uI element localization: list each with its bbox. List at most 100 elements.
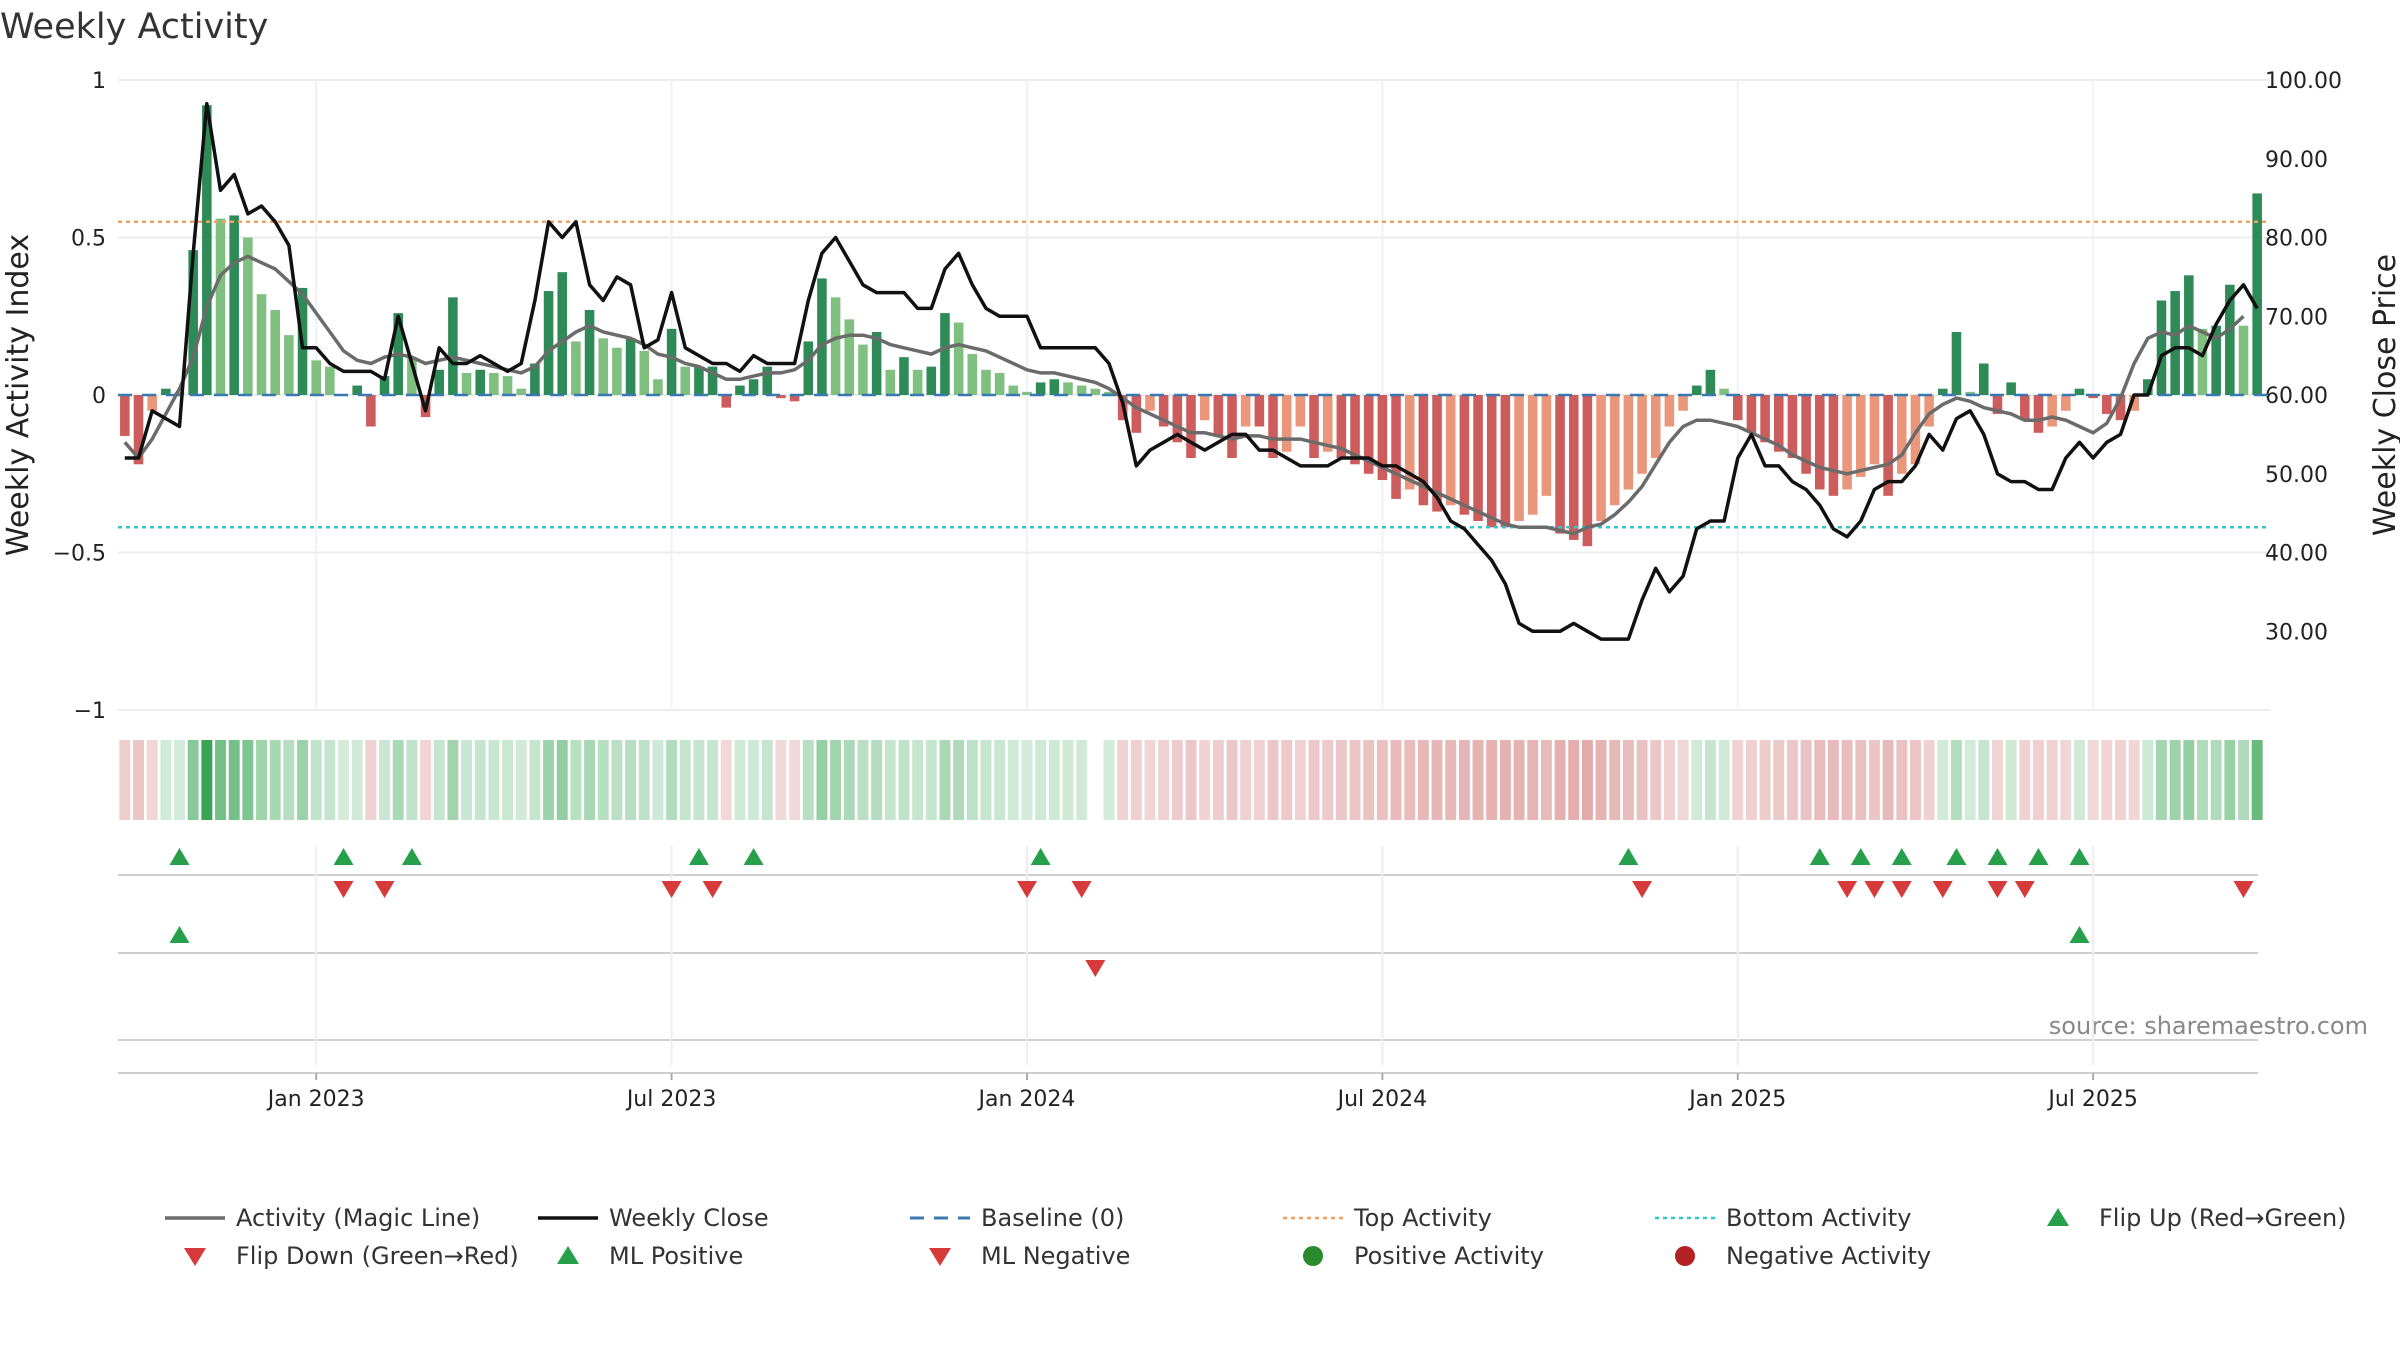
heat-cell: [1376, 740, 1388, 820]
heat-cell: [2128, 740, 2140, 820]
heat-cell: [2224, 740, 2236, 820]
flip-down-marker: [1987, 881, 2008, 898]
heat-cell: [1923, 740, 1935, 820]
flip-up-marker: [1030, 848, 1051, 865]
flip-up-marker: [743, 848, 764, 865]
heat-cell: [297, 740, 308, 820]
activity-bar: [1309, 395, 1319, 458]
heat-cell: [953, 740, 965, 820]
activity-bar: [1609, 395, 1620, 506]
activity-bar: [953, 322, 964, 395]
activity-bar: [2047, 395, 2057, 427]
signal-panels: [118, 846, 2258, 1074]
activity-bar: [1979, 363, 1989, 395]
activity-bar: [612, 347, 622, 395]
flip-up-marker: [1987, 848, 2008, 865]
activity-bar: [858, 344, 868, 395]
legend-swatch: [1303, 1246, 1323, 1266]
heat-cell: [1499, 740, 1511, 820]
heat-cell: [1267, 740, 1279, 820]
activity-bar: [721, 395, 732, 408]
activity-bar: [639, 350, 650, 395]
activity-bar: [2088, 395, 2098, 399]
activity-bar: [2006, 382, 2016, 395]
activity-bar: [776, 395, 786, 399]
ml-positive-marker: [2069, 926, 2090, 943]
activity-bar: [475, 369, 486, 395]
activity-bar: [243, 237, 253, 395]
activity-bar: [2211, 325, 2221, 395]
heat-cell: [1827, 740, 1839, 820]
heat-cell: [1868, 740, 1880, 820]
activity-bar: [1842, 395, 1852, 490]
heat-cell: [1950, 740, 1962, 820]
heat-cell: [1103, 740, 1115, 820]
activity-bar: [1623, 395, 1634, 490]
x-tick-label: Jul 2025: [2046, 1087, 2138, 1112]
flip-down-marker: [1071, 881, 1092, 898]
heat-cell: [1144, 740, 1156, 820]
ml-negative-marker: [1085, 960, 1106, 977]
activity-bar: [871, 332, 882, 395]
heat-cell: [1212, 740, 1224, 820]
heat-cell: [734, 740, 746, 820]
heat-cell: [1048, 740, 1060, 820]
heat-cell: [625, 740, 637, 820]
heat-cell: [2019, 740, 2031, 820]
heat-cell: [1076, 740, 1088, 820]
heat-cell: [1896, 740, 1908, 820]
heat-cell: [1513, 740, 1525, 820]
x-tick-label: Jan 2024: [977, 1087, 1076, 1112]
activity-bar: [530, 363, 540, 395]
heat-cell: [1417, 740, 1429, 820]
flip-down-marker: [1016, 881, 1037, 898]
activity-bar: [1063, 382, 1073, 395]
heat-cell: [843, 740, 855, 820]
heat-cell: [2032, 740, 2044, 820]
heat-cell: [1404, 740, 1416, 820]
heat-cell: [748, 740, 760, 820]
x-tick-label: Jan 2023: [266, 1087, 365, 1112]
legend-label: ML Positive: [609, 1242, 743, 1270]
activity-bar: [1145, 395, 1155, 411]
activity-bar: [625, 338, 636, 395]
activity-bar: [1937, 388, 1948, 395]
legend-swatch: [2047, 1208, 2069, 1226]
chart-title: Weekly Activity: [0, 7, 268, 47]
heat-cell: [1363, 740, 1375, 820]
legend-label: Positive Activity: [1354, 1242, 1544, 1270]
heat-cell: [2115, 740, 2126, 820]
activity-bar: [1746, 395, 1757, 433]
flip-down-marker: [1837, 881, 1858, 898]
heat-cell: [1130, 740, 1142, 820]
heat-cell: [1991, 740, 2003, 820]
legend-item: Weekly Close: [538, 1204, 769, 1232]
activity-bar: [1705, 369, 1716, 395]
heat-cell: [283, 740, 295, 820]
heat-cell: [2183, 740, 2195, 820]
heat-cell: [160, 740, 172, 820]
activity-bar: [2197, 328, 2208, 395]
heat-cell: [1240, 740, 1252, 820]
heat-cell: [379, 740, 391, 820]
heat-cell: [720, 740, 732, 820]
heat-cell: [707, 740, 719, 820]
activity-bar: [311, 360, 321, 395]
activity-bar: [2102, 395, 2112, 414]
activity-bar: [120, 395, 130, 436]
x-tick-label: Jan 2025: [1687, 1087, 1786, 1112]
activity-bar: [1801, 395, 1811, 474]
heat-cell: [898, 740, 910, 820]
activity-bar: [1240, 395, 1251, 427]
activity-bar: [1295, 395, 1306, 427]
activity-bar: [502, 376, 513, 395]
activity-bar: [1773, 395, 1784, 452]
right-tick-label: 90.00: [2265, 148, 2328, 173]
activity-bar: [1008, 385, 1019, 395]
activity-bar: [133, 395, 144, 465]
activity-bar: [571, 341, 581, 395]
activity-bar: [1377, 395, 1388, 481]
legend-item: ML Negative: [929, 1242, 1130, 1270]
heat-cell: [1445, 740, 1457, 820]
heat-cell: [2169, 740, 2181, 820]
